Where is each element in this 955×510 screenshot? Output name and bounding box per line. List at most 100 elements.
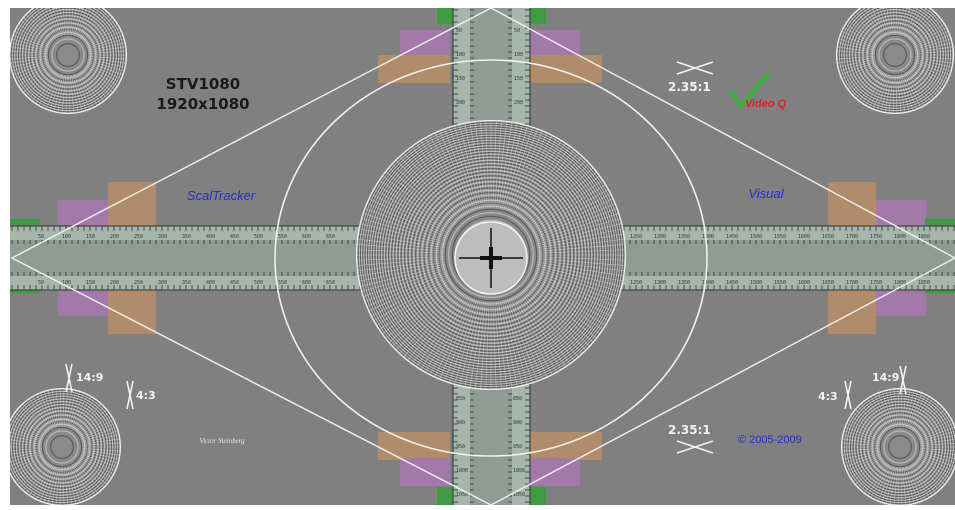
aspect-43-left-mark xyxy=(126,380,134,410)
zone-plate-spoke xyxy=(850,457,883,478)
zone-plate-spoke xyxy=(82,449,120,456)
zone-plate-spoke xyxy=(86,62,122,79)
aspect-43-right-mark xyxy=(844,380,852,410)
zone-plate-spoke xyxy=(519,149,575,219)
zone-plate-spoke xyxy=(75,73,91,109)
zone-plate-spoke xyxy=(66,390,77,428)
zone-plate-spoke xyxy=(529,280,603,330)
zone-plate-spoke xyxy=(10,442,42,446)
zone-plate-spoke xyxy=(536,267,621,292)
zone-plate-spoke xyxy=(911,66,943,90)
zone-plate-spoke xyxy=(85,24,118,45)
zone-plate-spoke xyxy=(513,295,557,373)
zone-plate-spoke xyxy=(876,74,890,111)
zone-plate-spoke xyxy=(537,262,624,277)
zone-plate-spoke xyxy=(80,454,116,471)
scale-tick-label: 150 xyxy=(86,234,95,240)
zone-plate-spoke xyxy=(844,430,881,442)
zone-plate-spoke xyxy=(12,457,45,478)
scale-tick-label: 50 xyxy=(514,28,520,34)
zone-plate-spoke xyxy=(510,297,548,377)
zone-plate-spoke xyxy=(537,258,625,266)
zone-plate-spoke xyxy=(75,403,102,433)
scale-tick-label: 1700 xyxy=(846,280,858,286)
scale-tick-label: 650 xyxy=(326,234,335,240)
zone-plate-spoke xyxy=(87,58,125,68)
zone-plate-spoke xyxy=(899,8,910,36)
zone-plate-spoke xyxy=(525,163,590,224)
zone-plate-spoke xyxy=(444,129,476,212)
zone-plate-spoke xyxy=(850,17,880,43)
zone-plate-spoke xyxy=(895,8,898,35)
scale-tick-label: 250 xyxy=(134,280,143,286)
left-scale-labels: 50 100 150 200 250 300 350 400 450 500 5… xyxy=(38,234,335,286)
zone-plate-ring xyxy=(448,212,534,298)
scale-tick-label: 1050 xyxy=(456,492,468,498)
zone-plate-spoke xyxy=(513,137,557,215)
zone-plate-spoke xyxy=(62,389,65,427)
zone-plate-spoke xyxy=(12,416,45,437)
scale-tick-label: 100 xyxy=(62,234,71,240)
zone-plate-spoke xyxy=(77,459,107,485)
zone-plate-spoke xyxy=(534,208,617,240)
zone-plate-spoke xyxy=(838,58,876,68)
zone-plate-spoke xyxy=(469,301,484,388)
zone-plate-spoke xyxy=(42,73,60,108)
geometry-overlay xyxy=(10,8,955,505)
zone-plate-spoke xyxy=(53,8,64,36)
zone-plate-spoke xyxy=(407,291,463,361)
zone-plate-spoke xyxy=(16,64,51,83)
zone-plate-spoke xyxy=(919,434,955,444)
zone-plate-spoke xyxy=(914,60,951,72)
zone-plate-spoke xyxy=(845,24,878,45)
zone-plate-spoke xyxy=(912,27,947,46)
zone-plate-spoke xyxy=(88,46,126,53)
zone-plate-spoke xyxy=(907,9,931,40)
zone-plate-spoke xyxy=(16,27,51,46)
zone-plate-spoke xyxy=(86,61,123,76)
zone-plate-spoke xyxy=(915,57,953,64)
zone-plate-spoke xyxy=(919,450,955,460)
zone-plate-spoke xyxy=(910,17,940,43)
scale-tick-label: 150 xyxy=(514,76,523,82)
zone-plate-spoke xyxy=(855,459,885,485)
zone-plate-spoke xyxy=(26,401,50,432)
aspect-235-bottom-mark xyxy=(676,440,714,454)
zone-plate-spoke xyxy=(919,430,955,442)
zone-plate-spoke xyxy=(13,61,50,76)
zone-plate-spoke xyxy=(903,389,911,428)
zone-plate-spoke xyxy=(839,60,876,72)
zone-plate-spoke xyxy=(512,296,553,375)
scale-tick-label: 450 xyxy=(230,234,239,240)
zone-plate-spoke xyxy=(913,34,950,49)
zone-plate-spoke xyxy=(880,74,891,112)
zone-plate-spoke xyxy=(80,423,116,440)
scale-tick-label: 1800 xyxy=(894,234,906,240)
scale-tick-label: 950 xyxy=(513,444,522,450)
scale-tick-label: 350 xyxy=(182,280,191,286)
zone-plate-spoke xyxy=(848,419,883,438)
scale-tick-label: 1600 xyxy=(798,280,810,286)
corner-zone-plate-top-right xyxy=(836,8,954,114)
right-color-patches xyxy=(828,182,955,334)
zone-plate-spoke xyxy=(10,449,42,456)
aspect-43-right-label: 4:3 xyxy=(818,390,838,403)
zone-plate-spoke xyxy=(22,403,49,433)
zone-plate-spoke xyxy=(909,464,930,498)
zone-plate-spoke xyxy=(855,409,885,435)
zone-plate-ring xyxy=(888,435,912,459)
zone-plate-spoke xyxy=(392,286,457,347)
zone-plate-spoke xyxy=(379,280,453,330)
zone-plate-spoke xyxy=(20,460,48,488)
aspect-43-left-label: 4:3 xyxy=(136,389,156,402)
zone-plate-spoke xyxy=(444,298,476,381)
zone-plate-spoke xyxy=(869,73,887,108)
zone-plate-spoke xyxy=(72,74,83,112)
scale-tick-label: 50 xyxy=(456,28,462,34)
zone-plate-spoke xyxy=(865,8,886,38)
zone-plate-spoke xyxy=(51,466,59,505)
zone-plate-spoke xyxy=(57,8,65,36)
zone-plate-spoke xyxy=(420,294,467,370)
zone-plate-spoke xyxy=(920,442,955,446)
zone-plate-spoke xyxy=(81,430,118,442)
